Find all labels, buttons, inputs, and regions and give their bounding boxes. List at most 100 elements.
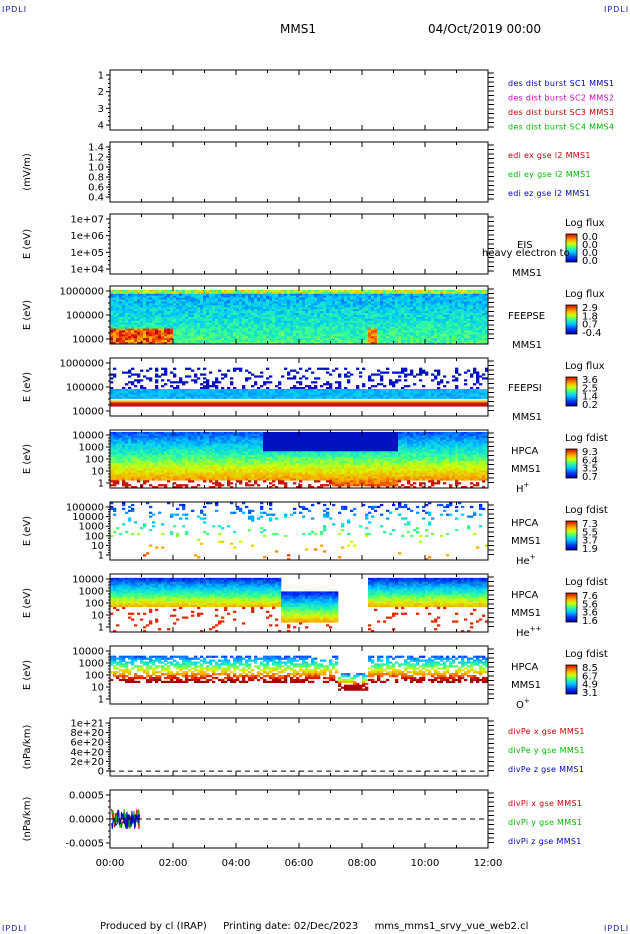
corner-label-top-left: IPDLI bbox=[2, 5, 28, 14]
hpca_o-colorbar bbox=[565, 664, 578, 695]
eis-frame bbox=[109, 213, 489, 275]
hpca_he-ytick-label: 1000 bbox=[79, 522, 104, 533]
feepse-instrument-label: FEEPSE bbox=[508, 311, 545, 322]
hpca_o-ytick-label: 1 bbox=[98, 695, 104, 706]
divpe-legend-0: divPe x gse MMS1 bbox=[508, 727, 585, 736]
feepse-colorbar-title: Log flux bbox=[565, 289, 605, 300]
divpe-ytick-label: 2e+20 bbox=[70, 757, 104, 768]
edi-ytick-label: 0.6 bbox=[88, 183, 104, 194]
hpca_o-colorbar-tick: 6.7 bbox=[582, 671, 598, 682]
hpca_hepp-colorbar-tick: 5.6 bbox=[582, 599, 598, 610]
divpi-legend-2: divPi z gse MMS1 bbox=[508, 837, 582, 846]
hpca_he-ytick-label: 10000 bbox=[72, 512, 104, 523]
feepsi-ylabel: E (eV) bbox=[22, 372, 33, 402]
date-title: 04/Oct/2019 00:00 bbox=[428, 22, 542, 36]
edi-ytick-label: 1.4 bbox=[88, 143, 104, 154]
eis-overlay-text: heavy electron to bbox=[482, 248, 570, 259]
divpe-ylabel: (nPa/km) bbox=[22, 725, 33, 770]
divpe-ytick-label: 6e+20 bbox=[70, 738, 104, 749]
hpca_he-colorbar-tick: 7.3 bbox=[582, 519, 598, 530]
edi-frame bbox=[109, 141, 489, 203]
x-tick-label: 12:00 bbox=[474, 858, 503, 869]
x-tick-label: 08:00 bbox=[348, 858, 377, 869]
burst-frame bbox=[109, 69, 489, 131]
hpca_he-ytick-label: 10 bbox=[91, 541, 104, 552]
hpca_hepp-colorbar-tick: 1.6 bbox=[582, 616, 598, 627]
hpca_hepp-ytick-label: 1000 bbox=[79, 587, 104, 598]
panel-hpca_hepp bbox=[106, 573, 578, 633]
divpi-ytick-label: 0.0000 bbox=[69, 815, 104, 826]
footer-script-name: mms_mms1_srvy_vue_web2.cl bbox=[374, 921, 529, 932]
burst-ytick-label: 2 bbox=[98, 87, 104, 98]
hpca_h-colorbar-title: Log fdist bbox=[565, 433, 608, 444]
panel-edi bbox=[106, 141, 494, 203]
panel-divpi bbox=[106, 789, 494, 849]
hpca_hepp-colorbar-title: Log fdist bbox=[565, 577, 608, 588]
hpca_he-spacecraft-label: MMS1 bbox=[511, 536, 541, 547]
feepsi-colorbar bbox=[565, 376, 578, 407]
eis-colorbar bbox=[565, 233, 578, 263]
feepse-ytick-label: 1000000 bbox=[59, 287, 104, 298]
panel-hpca_he bbox=[106, 501, 578, 561]
divpi-ytick-label: -0.0005 bbox=[65, 839, 104, 850]
feepsi-colorbar-tick: 0.2 bbox=[582, 400, 598, 411]
panel-hpca_h bbox=[106, 429, 578, 489]
hpca_hepp-spacecraft-label: MMS1 bbox=[511, 608, 541, 619]
hpca_h-species-label: H+ bbox=[516, 481, 530, 495]
divpi-ytick-label: 0.0005 bbox=[69, 791, 104, 802]
feepse-spectrogram-cells bbox=[110, 289, 489, 345]
burst-legend-3: des dist burst SC4 MMS4 bbox=[508, 123, 614, 132]
panel-divpe bbox=[106, 717, 494, 777]
panel-burst bbox=[106, 69, 494, 131]
edi-ytick-label: 0.8 bbox=[88, 173, 104, 184]
burst-legend-0: des dist burst SC1 MMS1 bbox=[508, 79, 614, 88]
hpca_hepp-ytick-label: 10 bbox=[91, 611, 104, 622]
panel-feepse bbox=[106, 285, 578, 345]
hpca_he-spectrogram-cells bbox=[110, 502, 489, 561]
hpca_h-spacecraft-label: MMS1 bbox=[511, 464, 541, 475]
eis-ytick-label: 1e+04 bbox=[70, 265, 104, 276]
panel-eis bbox=[106, 213, 578, 275]
divpe-legend-1: divPe y gse MMS1 bbox=[508, 746, 585, 755]
hpca_hepp-colorbar-tick: 7.6 bbox=[582, 591, 598, 602]
hpca_h-colorbar-tick: 0.7 bbox=[582, 472, 598, 483]
hpca_he-colorbar bbox=[565, 520, 578, 551]
eis-colorbar-tick: 0.0 bbox=[582, 248, 598, 259]
eis-ytick-label: 1e+06 bbox=[70, 231, 104, 242]
edi-ytick-label: 0.4 bbox=[88, 193, 104, 204]
edi-ytick-label: 1.2 bbox=[88, 153, 104, 164]
burst-legend-1: des dist burst SC2 MMS2 bbox=[508, 94, 614, 103]
burst-ytick-label: 4 bbox=[98, 121, 104, 132]
hpca_he-colorbar-tick: 3.7 bbox=[582, 536, 598, 547]
hpca_h-ytick-label: 10000 bbox=[72, 431, 104, 442]
hpca_hepp-species-label: He++ bbox=[516, 625, 542, 639]
feepse-spacecraft-label: MMS1 bbox=[512, 340, 542, 351]
hpca_hepp-ytick-label: 1 bbox=[98, 623, 104, 634]
hpca_o-colorbar-tick: 3.1 bbox=[582, 688, 598, 699]
hpca_o-ylabel: E (eV) bbox=[22, 660, 33, 690]
divpi-series-z bbox=[111, 809, 141, 830]
feepsi-colorbar-tick: 3.6 bbox=[582, 375, 598, 386]
hpca_he-ytick-label: 100000 bbox=[66, 503, 104, 514]
feepsi-colorbar-tick: 1.4 bbox=[582, 392, 598, 403]
hpca_h-colorbar-tick: 3.5 bbox=[582, 464, 598, 475]
x-tick-label: 06:00 bbox=[285, 858, 314, 869]
feepsi-instrument-label: FEEPSI bbox=[508, 383, 542, 394]
hpca_h-ytick-label: 10 bbox=[91, 467, 104, 478]
divpe-ytick-label: 8e+20 bbox=[70, 728, 104, 739]
hpca_he-colorbar-title: Log fdist bbox=[565, 505, 608, 516]
hpca_he-ytick-label: 100 bbox=[85, 531, 104, 542]
eis-colorbar-tick: 0.0 bbox=[582, 240, 598, 251]
hpca_he-ytick-label: 1 bbox=[98, 551, 104, 562]
hpca_hepp-ytick-label: 10000 bbox=[72, 575, 104, 586]
panel-hpca_o bbox=[106, 645, 578, 705]
feepsi-ytick-label: 100000 bbox=[66, 383, 104, 394]
x-tick-label: 10:00 bbox=[411, 858, 440, 869]
footer-produced: Produced by cl (IRAP) bbox=[100, 921, 207, 932]
burst-ytick-label: 1 bbox=[98, 71, 104, 82]
eis-ylabel: E (eV) bbox=[22, 229, 33, 259]
hpca_h-ytick-label: 1 bbox=[98, 479, 104, 490]
x-tick-label: 02:00 bbox=[159, 858, 188, 869]
hpca_o-spacecraft-label: MMS1 bbox=[511, 680, 541, 691]
